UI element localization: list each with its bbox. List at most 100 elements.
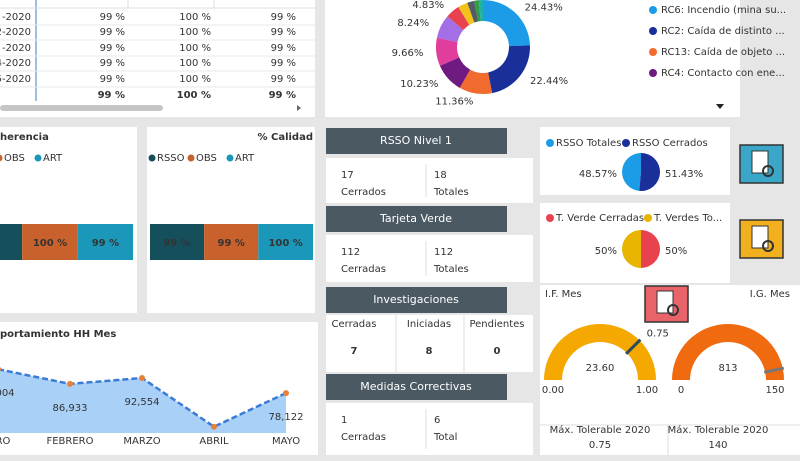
legend-dot [644, 214, 652, 222]
bar-segment [0, 224, 23, 260]
data-label: 78,122 [269, 412, 304, 423]
table-cell: 99 % [271, 43, 296, 54]
tarjeta-icon[interactable] [739, 219, 784, 259]
table-panel [0, 0, 315, 117]
legend-label: RC2: Caída de distinto ... [661, 25, 785, 37]
gauge-max: 1.00 [636, 385, 658, 396]
donut-label: 11.36% [435, 96, 473, 107]
donut-slice [474, 0, 481, 22]
scrollbar[interactable] [0, 105, 163, 111]
card-label: Cerrados [341, 187, 386, 198]
footer-label: Máx. Tolerable 2020 [550, 424, 651, 436]
card-value: 7 [351, 346, 358, 357]
donut-label: 24.43% [525, 2, 563, 13]
card-title: Investigaciones [373, 293, 459, 306]
legend-label: ART [43, 153, 63, 164]
donut-slice [459, 69, 493, 94]
legend-dot [148, 154, 156, 162]
gauge-value [672, 324, 784, 380]
pie-label: 50% [665, 246, 687, 257]
gauge-value-label: 23.60 [586, 363, 615, 374]
gauge-min: 0 [678, 385, 684, 396]
panel-title: portamiento HH Mes [0, 329, 116, 340]
gauge-min: 0.00 [542, 385, 564, 396]
panel-title: % Calidad [257, 132, 313, 143]
pie-label: 50% [595, 246, 617, 257]
scroll-arrow[interactable] [297, 105, 301, 111]
gauge-target-label: 0.75 [647, 328, 669, 339]
card-label: Iniciadas [407, 319, 451, 330]
legend-label: OBS [4, 153, 25, 164]
legend-dot [649, 69, 657, 77]
donut-slice [467, 0, 479, 23]
data-label: 92,554 [125, 397, 160, 408]
table-cell: 100 % [179, 58, 211, 69]
legend-label: T. Verde Cerradas [555, 213, 644, 224]
table-total: 99 % [98, 90, 125, 101]
table-cell: 99 % [271, 58, 296, 69]
donut-slice [436, 37, 460, 66]
data-label: 004 [0, 388, 15, 399]
card-label: Totales [433, 187, 469, 198]
table-cell: 100 % [179, 12, 211, 23]
panel-title: herencia [0, 132, 49, 143]
card-body [326, 158, 533, 203]
card-label: Cerradas [332, 319, 377, 330]
table-cell: -2020 [2, 12, 31, 23]
donut-slice [478, 0, 483, 22]
donut-label: 22.44% [530, 76, 568, 87]
table-cell: 99 % [100, 58, 125, 69]
donut-slice [488, 45, 530, 94]
gauge-max: 150 [765, 385, 784, 396]
gauge-target [625, 338, 642, 355]
footer-value: 140 [708, 440, 727, 451]
card-label: Cerradas [341, 432, 386, 443]
table-cell: 99 % [100, 74, 125, 85]
card-value: 112 [341, 247, 360, 258]
donut-label: 4.83% [412, 0, 444, 11]
card-title: RSSO Nivel 1 [380, 134, 452, 147]
report-icon[interactable] [644, 285, 689, 323]
legend-dot [546, 214, 554, 222]
bar-segment [22, 224, 78, 260]
table-cell: 99 % [100, 12, 125, 23]
card-header [326, 128, 507, 154]
donut-label: 9.66% [392, 48, 424, 59]
donut-slice [458, 2, 475, 25]
card-title: Tarjeta Verde [379, 212, 452, 225]
legend-label: RC4: Contacto con ene... [661, 68, 785, 79]
legend-label: ART [235, 153, 255, 164]
card-label: Cerradas [341, 264, 386, 275]
donut-slice [447, 7, 470, 30]
bar-segment [204, 224, 259, 260]
pie-slice [622, 230, 641, 268]
legend-scroll-arrow[interactable] [716, 104, 724, 109]
table-cell: 99 % [100, 43, 125, 54]
donut-label: 8.24% [397, 18, 429, 29]
legend-dot [34, 154, 42, 162]
x-tick-label: FEBRERO [46, 436, 93, 447]
line-marker [139, 375, 145, 382]
card-value: 112 [434, 247, 453, 258]
donut-slice [439, 57, 471, 88]
pie-slice [622, 153, 641, 191]
donut-panel [325, 0, 740, 117]
card-label: Total [433, 432, 457, 443]
card-body [326, 315, 533, 372]
legend-dot [187, 154, 195, 162]
legend-label: RSSO [157, 153, 185, 164]
x-tick-label: RO [0, 436, 11, 447]
card-value: 18 [434, 170, 447, 181]
gauge-target [763, 366, 785, 374]
card-value: 8 [426, 346, 433, 357]
gauge-value [544, 324, 656, 380]
bar-segment [150, 224, 205, 260]
pie-slice [639, 152, 661, 191]
card-label: Totales [433, 264, 469, 275]
rsso-icon[interactable] [739, 144, 784, 184]
legend-dot [622, 139, 630, 147]
card-value: 0 [494, 346, 501, 357]
footer-value: 0.75 [589, 440, 611, 451]
card-body [326, 403, 533, 455]
